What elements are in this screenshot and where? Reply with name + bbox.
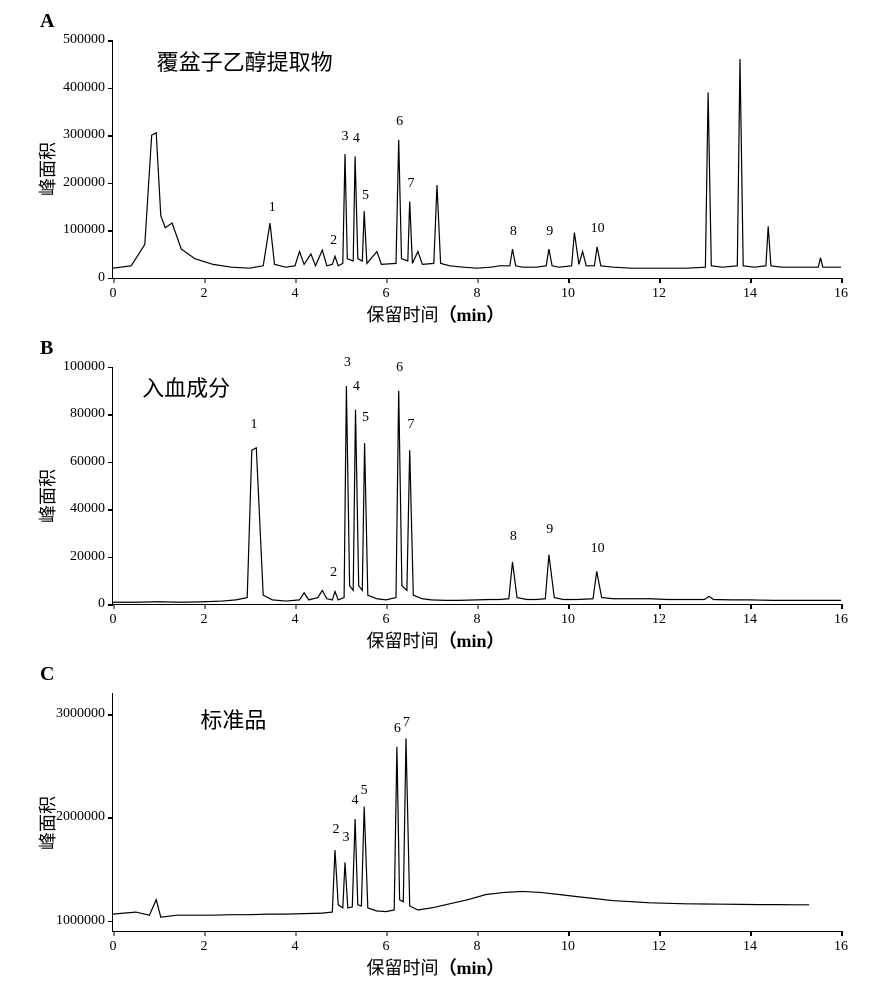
peak-label: 7 xyxy=(403,715,410,731)
x-tick: 14 xyxy=(743,278,757,302)
peak-label: 2 xyxy=(332,822,339,838)
x-tick: 6 xyxy=(383,278,390,302)
peak-label: 5 xyxy=(362,410,369,426)
x-tick: 10 xyxy=(561,278,575,302)
peak-label: 9 xyxy=(546,522,553,538)
peak-label: 5 xyxy=(362,188,369,204)
x-tick: 16 xyxy=(834,278,848,302)
panel-a-trace xyxy=(113,40,841,278)
x-tick: 4 xyxy=(292,278,299,302)
peak-label: 4 xyxy=(352,793,359,809)
panel-a-xlabel: 保留时间（min） xyxy=(366,301,504,327)
peak-label: 6 xyxy=(394,721,401,737)
x-tick: 8 xyxy=(474,278,481,302)
x-tick: 16 xyxy=(834,931,848,955)
panel-c-label: C xyxy=(40,663,54,686)
y-tick: 400000 xyxy=(63,80,113,96)
x-tick: 8 xyxy=(474,931,481,955)
peak-label: 8 xyxy=(510,529,517,545)
peak-label: 8 xyxy=(510,224,517,240)
x-tick: 12 xyxy=(652,931,666,955)
panel-b: B 峰面积 入血成分 02000040000600008000010000002… xyxy=(10,337,861,656)
y-tick: 2000000 xyxy=(56,809,113,825)
x-tick: 0 xyxy=(110,931,117,955)
panel-c-trace xyxy=(113,693,841,931)
peak-label: 4 xyxy=(353,131,360,147)
panel-a-chart: 覆盆子乙醇提取物 0100000200000300000400000500000… xyxy=(112,40,841,279)
x-tick: 0 xyxy=(110,604,117,628)
y-tick: 20000 xyxy=(70,549,113,565)
peak-label: 3 xyxy=(342,129,349,145)
y-tick: 60000 xyxy=(70,454,113,470)
x-tick: 14 xyxy=(743,931,757,955)
peak-label: 1 xyxy=(251,417,258,433)
peak-label: 5 xyxy=(361,783,368,799)
peak-label: 4 xyxy=(353,379,360,395)
x-tick: 2 xyxy=(201,931,208,955)
peak-label: 3 xyxy=(344,355,351,371)
panel-b-ylabel: 峰面积 xyxy=(34,469,60,523)
peak-label: 7 xyxy=(408,417,415,433)
peak-label: 2 xyxy=(330,233,337,249)
panel-b-chart: 入血成分 02000040000600008000010000002468101… xyxy=(112,367,841,606)
y-tick: 100000 xyxy=(63,222,113,238)
x-tick: 2 xyxy=(201,278,208,302)
panel-c: C 峰面积 标准品 100000020000003000000024681012… xyxy=(10,663,861,982)
panel-b-label: B xyxy=(40,337,53,360)
x-tick: 6 xyxy=(383,931,390,955)
x-tick: 6 xyxy=(383,604,390,628)
panel-c-xlabel: 保留时间（min） xyxy=(366,954,504,980)
x-tick: 4 xyxy=(292,604,299,628)
x-tick: 12 xyxy=(652,604,666,628)
x-tick: 16 xyxy=(834,604,848,628)
peak-label: 6 xyxy=(396,114,403,130)
panel-a: A 峰面积 覆盆子乙醇提取物 0100000200000300000400000… xyxy=(10,10,861,329)
x-tick: 10 xyxy=(561,931,575,955)
panel-b-trace xyxy=(113,367,841,605)
peak-label: 3 xyxy=(342,830,349,846)
panel-b-xlabel: 保留时间（min） xyxy=(366,627,504,653)
peak-label: 7 xyxy=(408,176,415,192)
panel-a-label: A xyxy=(40,10,54,33)
x-tick: 10 xyxy=(561,604,575,628)
y-tick: 300000 xyxy=(63,127,113,143)
y-tick: 40000 xyxy=(70,501,113,517)
x-tick: 2 xyxy=(201,604,208,628)
y-tick: 1000000 xyxy=(56,913,113,929)
peak-label: 10 xyxy=(591,221,605,237)
peak-label: 9 xyxy=(546,224,553,240)
x-tick: 4 xyxy=(292,931,299,955)
peak-label: 2 xyxy=(330,565,337,581)
x-tick: 8 xyxy=(474,604,481,628)
y-tick: 200000 xyxy=(63,175,113,191)
panel-a-ylabel: 峰面积 xyxy=(34,142,60,196)
x-tick: 0 xyxy=(110,278,117,302)
peak-label: 10 xyxy=(591,541,605,557)
x-tick: 14 xyxy=(743,604,757,628)
y-tick: 80000 xyxy=(70,406,113,422)
panel-c-chart: 标准品 100000020000003000000024681012141623… xyxy=(112,693,841,932)
y-tick: 100000 xyxy=(63,359,113,375)
x-tick: 12 xyxy=(652,278,666,302)
peak-label: 6 xyxy=(396,360,403,376)
y-tick: 3000000 xyxy=(56,706,113,722)
chromatogram-figure: A 峰面积 覆盆子乙醇提取物 0100000200000300000400000… xyxy=(10,10,861,990)
peak-label: 1 xyxy=(269,200,276,216)
y-tick: 500000 xyxy=(63,32,113,48)
